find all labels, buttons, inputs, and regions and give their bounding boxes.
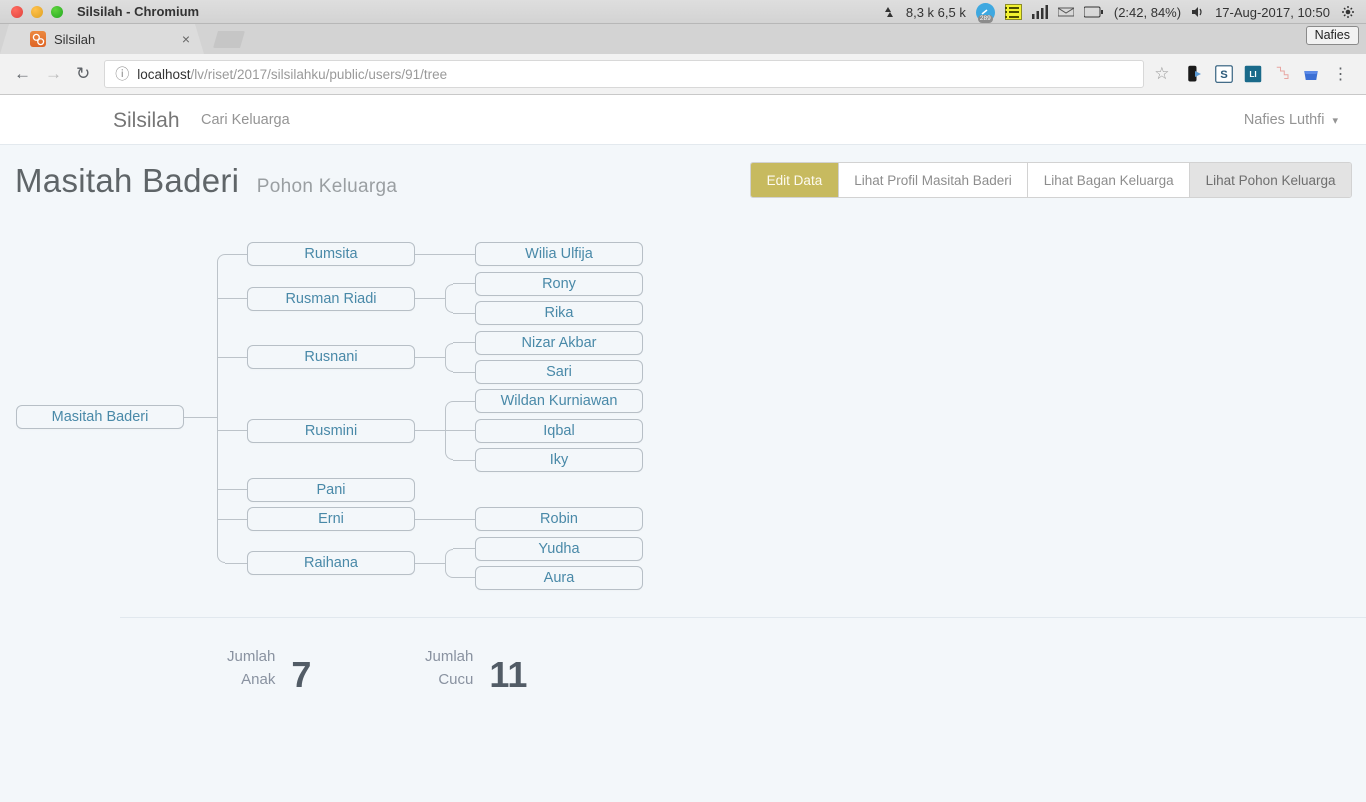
svg-text:LI: LI (1249, 70, 1256, 79)
svg-text:S: S (1220, 69, 1228, 81)
